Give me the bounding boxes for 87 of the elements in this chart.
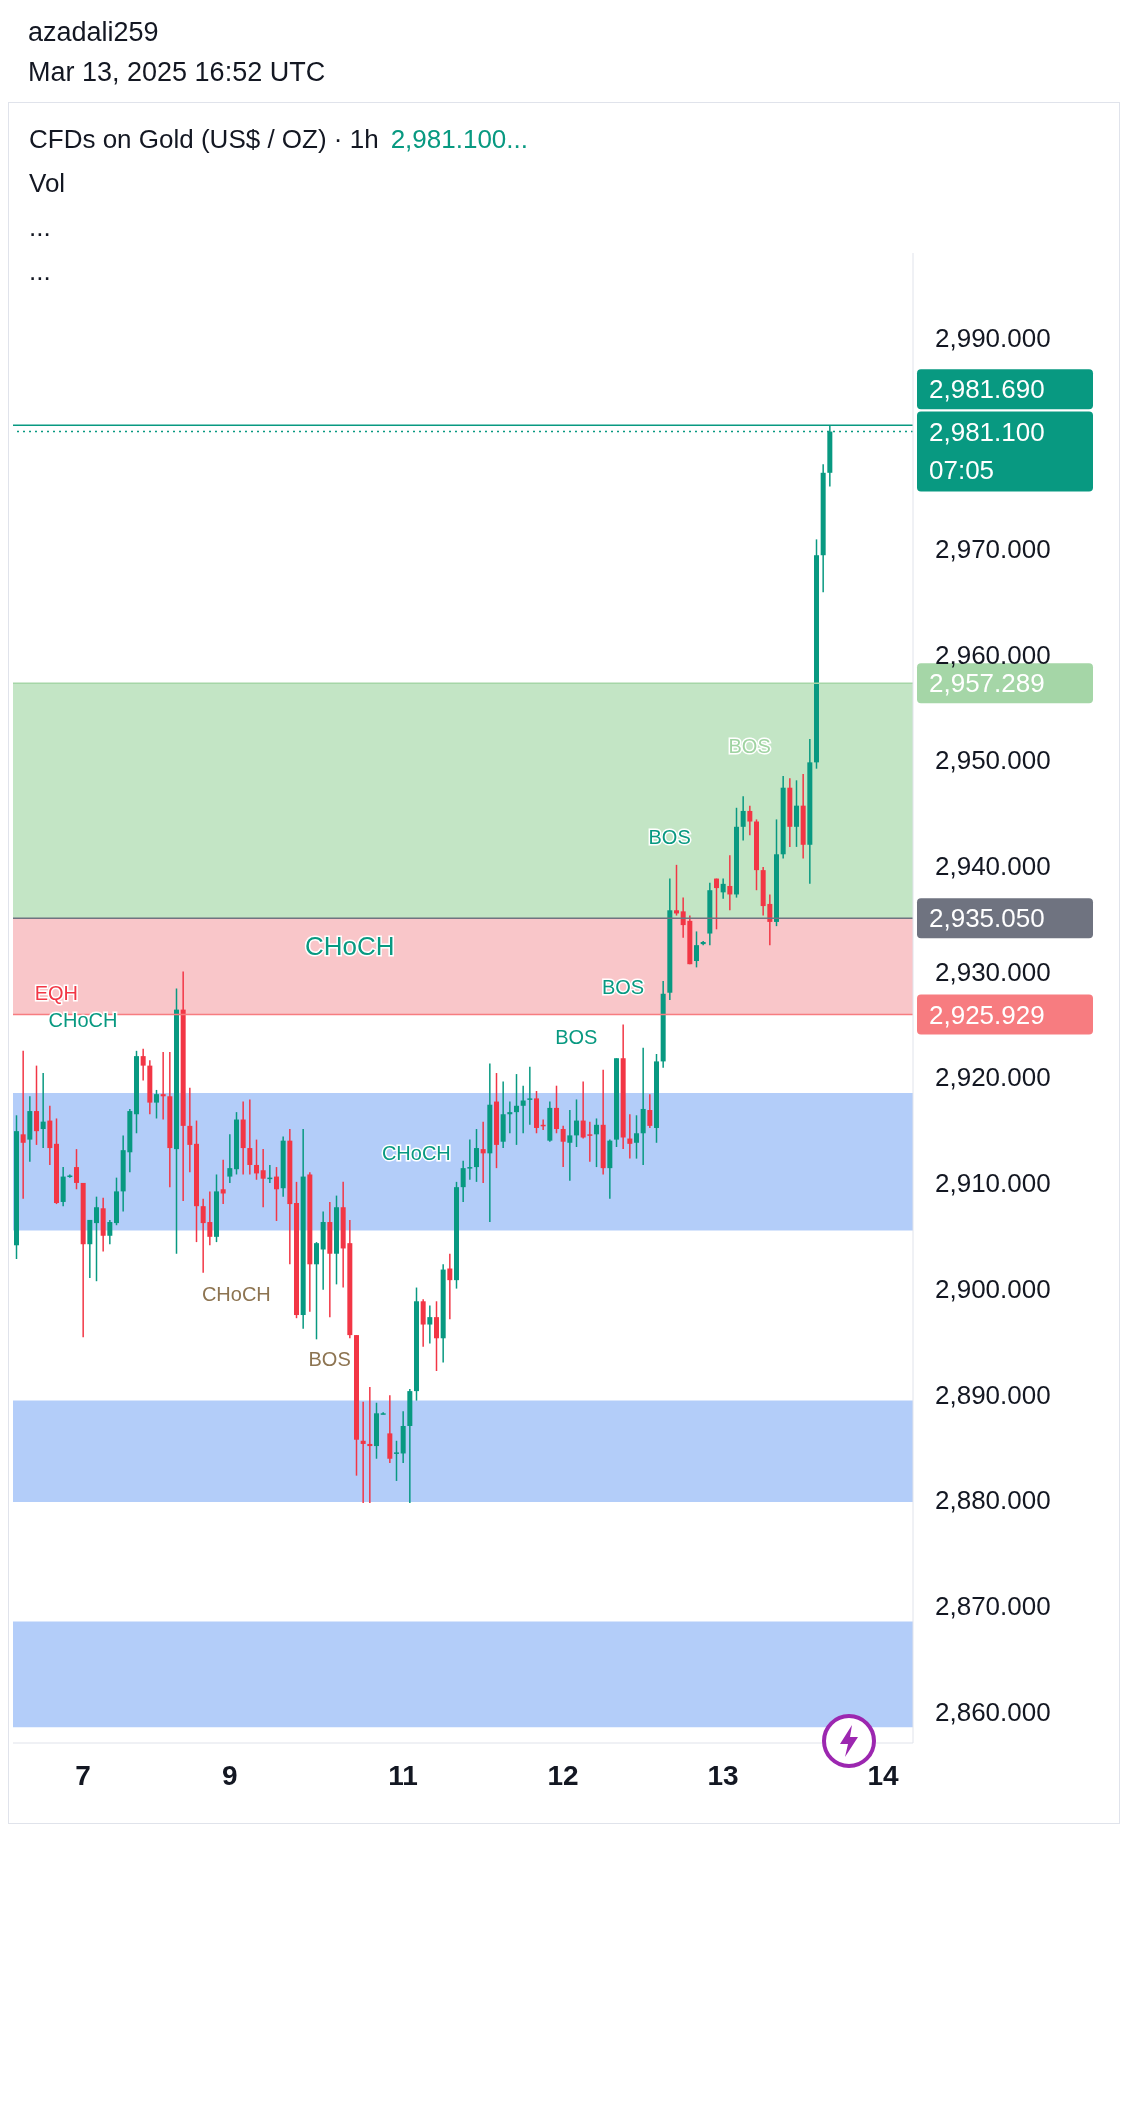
candlestick	[714, 877, 719, 931]
text: azadali259	[28, 16, 160, 49]
candlestick	[274, 1166, 279, 1222]
text: ...	[29, 211, 52, 244]
candlestick	[747, 804, 753, 837]
candlestick	[627, 1113, 633, 1160]
candlestick	[260, 1148, 266, 1208]
x-tick-label: 14	[867, 1759, 899, 1791]
y-tick-label: 2,910.000	[935, 1168, 1051, 1199]
candlestick	[140, 1047, 146, 1082]
y-tick-label: 2,860.000	[935, 1696, 1051, 1727]
candlestick	[254, 1138, 259, 1181]
y-tick-label: 2,920.000	[935, 1062, 1051, 1093]
candlestick	[594, 1117, 599, 1168]
chart-subtitle: Mar 13, 2025 16:52 UTC	[28, 56, 327, 89]
text: 2,981.100...	[390, 124, 528, 154]
candlestick	[447, 1252, 453, 1320]
candlestick	[220, 1158, 226, 1205]
x-tick-label: 7	[75, 1759, 91, 1791]
candlestick	[794, 779, 799, 848]
ref-line-label: 2,925.929	[929, 999, 1045, 1030]
candlestick	[514, 1073, 519, 1146]
candlestick	[247, 1098, 253, 1176]
candlestick	[554, 1084, 559, 1135]
candlestick	[727, 854, 733, 912]
candlestick	[154, 1089, 159, 1120]
candlestick	[367, 1386, 373, 1504]
chart-title: CFDs on Gold (US$ / OZ) · 1h	[29, 124, 379, 154]
candlestick	[574, 1098, 579, 1148]
candlestick	[360, 1400, 366, 1504]
annotation: BOS	[728, 734, 771, 757]
candlestick	[20, 1050, 26, 1200]
annotation: BOS	[648, 825, 691, 848]
candlestick	[480, 1120, 486, 1184]
x-tick-label: 12	[547, 1759, 579, 1791]
candlestick	[40, 1072, 46, 1149]
candlestick	[160, 1051, 166, 1121]
candlestick	[74, 1148, 79, 1191]
annotation: EQH	[34, 982, 79, 1005]
y-tick-label: 2,960.000	[935, 639, 1051, 670]
candlestick	[427, 1304, 433, 1345]
ref-line-label: 2,981.690	[929, 374, 1045, 405]
y-tick-label: 2,900.000	[935, 1273, 1051, 1304]
candlestick	[107, 1219, 113, 1245]
annotation: CHoCH	[304, 931, 395, 962]
candlestick	[94, 1195, 99, 1282]
x-tick-label: 9	[221, 1759, 238, 1791]
annotation: BOS	[601, 975, 645, 998]
candlestick	[520, 1084, 526, 1135]
annotation: CHoCH	[381, 1141, 451, 1164]
candlestick	[187, 1087, 193, 1174]
y-tick-label: 2,880.000	[935, 1485, 1051, 1516]
candlestick	[674, 864, 679, 917]
candlestick	[507, 1100, 513, 1135]
candlestick	[527, 1065, 533, 1126]
y-tick-label: 2,950.000	[935, 745, 1051, 776]
candlestick	[567, 1109, 573, 1182]
candlestick	[434, 1300, 439, 1372]
candlestick	[720, 877, 726, 900]
annotation: CHoCH	[48, 1008, 118, 1031]
candlestick	[394, 1440, 399, 1482]
y-tick-label: 2,930.000	[935, 956, 1051, 987]
candlestick	[314, 1241, 319, 1341]
candlestick	[474, 1128, 479, 1183]
annotation: BOS	[308, 1347, 351, 1370]
x-tick-label: 13	[707, 1759, 739, 1791]
candlestick	[227, 1133, 233, 1184]
y-tick-label: 2,940.000	[935, 851, 1051, 882]
candlestick	[420, 1298, 426, 1348]
ref-line-label: 2,935.050	[929, 903, 1045, 934]
candlestick	[34, 1064, 39, 1146]
ref-line-label: 2,981.100 07:05	[929, 416, 1045, 485]
candlestick	[694, 930, 699, 969]
annotation: CHoCH	[201, 1283, 271, 1306]
text: Vol	[29, 167, 67, 200]
y-tick-label: 2,970.000	[935, 534, 1051, 565]
candlestick	[560, 1125, 566, 1168]
y-tick-label: 2,870.000	[935, 1590, 1051, 1621]
y-tick-label: 2,890.000	[935, 1379, 1051, 1410]
candlestick	[740, 795, 746, 842]
y-tick-label: 2,990.000	[935, 322, 1051, 353]
annotation: BOS	[555, 1026, 598, 1049]
ref-line-label: 2,957.289	[929, 668, 1045, 699]
candlestick	[634, 1114, 639, 1160]
candlestick	[647, 1093, 653, 1129]
annotation: ...	[29, 255, 52, 288]
x-tick-label: 11	[388, 1759, 418, 1791]
